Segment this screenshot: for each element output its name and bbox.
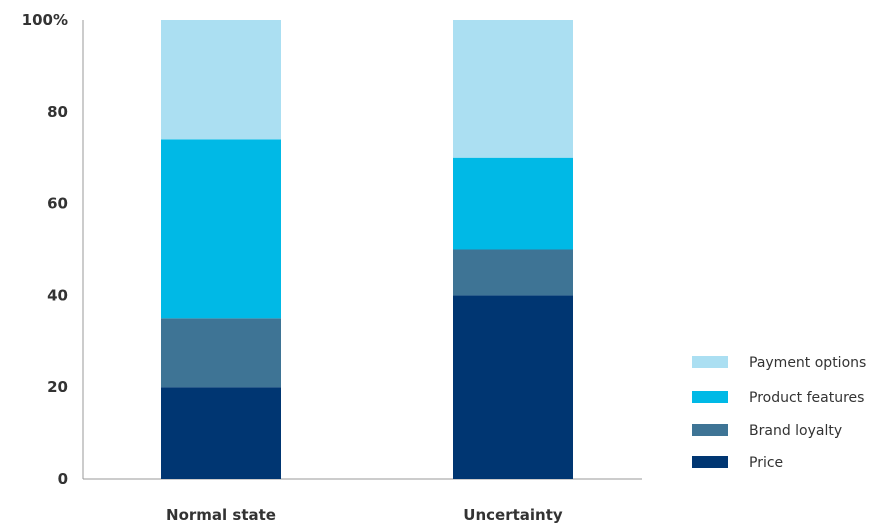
y-tick-label: 60 (47, 195, 68, 213)
legend-label: Payment options (749, 355, 866, 371)
legend-label: Price (749, 455, 783, 471)
bar-segment-payment-options (453, 20, 573, 158)
legend-label: Product features (749, 390, 864, 406)
x-category-label: Uncertainty (463, 506, 563, 524)
bar-segment-brand-loyalty (453, 249, 573, 296)
y-axis-ticks: 0 20 40 60 80 100% (22, 11, 68, 488)
y-tick-label: 100% (22, 11, 68, 29)
bar-segment-payment-options (161, 20, 281, 140)
legend-swatch (692, 391, 728, 403)
legend-swatch (692, 424, 728, 436)
legend-swatch (692, 356, 728, 368)
y-tick-label: 20 (47, 378, 68, 396)
y-tick-label: 80 (47, 103, 68, 121)
bar-segment-product-features (161, 139, 281, 319)
legend-swatch (692, 456, 728, 468)
legend: Payment options Product features Brand loy… (692, 355, 866, 471)
bar-segment-price (453, 295, 573, 479)
bar-segment-price (161, 387, 281, 479)
y-tick-label: 40 (47, 286, 68, 304)
bar-segment-product-features (453, 157, 573, 250)
y-tick-label: 0 (58, 470, 68, 488)
x-axis-labels: Normal state Uncertainty (166, 506, 563, 524)
x-category-label: Normal state (166, 506, 276, 524)
bar-segment-brand-loyalty (161, 318, 281, 388)
legend-label: Brand loyalty (749, 423, 842, 439)
bars (161, 20, 573, 479)
